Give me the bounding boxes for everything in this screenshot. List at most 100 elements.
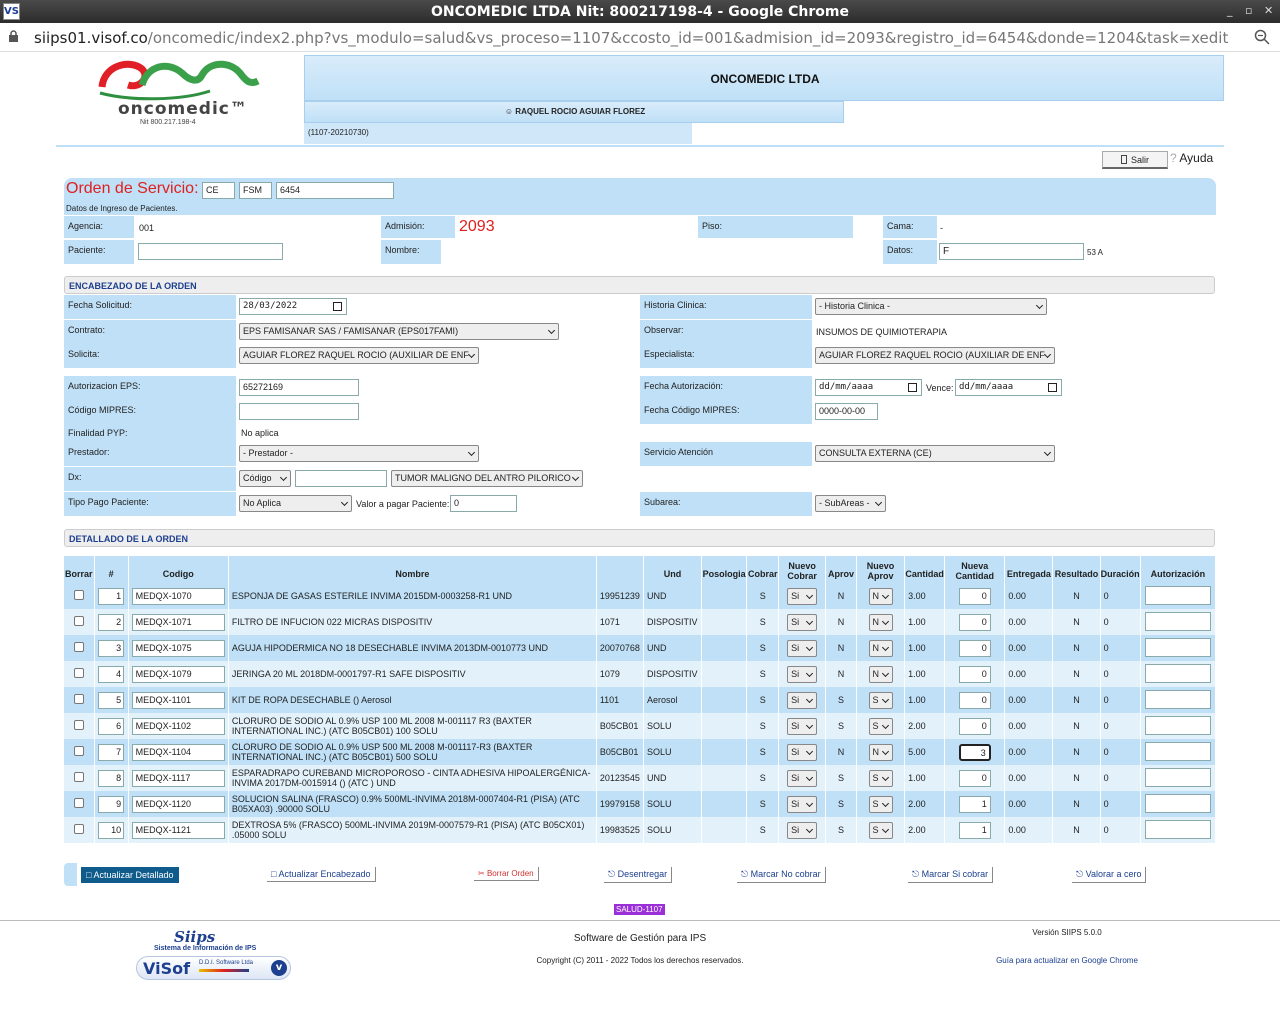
nuevo-aprov-select[interactable]: S [868,717,893,735]
nuevo-aprov-select[interactable]: N [868,613,893,631]
code-input[interactable]: MEDQX-1079 [131,665,225,683]
marcar-no-cobrar-button[interactable]: ⎋ Marcar No cobrar [737,867,826,883]
historia-select[interactable]: - Historia Clinica - [815,298,1047,315]
footer-guide-link[interactable]: Guía para actualizar en Google Chrome [996,956,1138,965]
prestador-select[interactable]: - Prestador - [239,445,479,462]
code-input[interactable]: MEDQX-1071 [131,613,225,631]
borrar-orden-button[interactable]: ✂ Borrar Orden [474,867,539,881]
nuevo-cobrar-select[interactable]: Si [787,691,818,709]
nuevo-cobrar-select[interactable]: Si [787,795,818,813]
valorar-cero-button[interactable]: ⎋ Valorar a cero [1072,867,1147,883]
row-number[interactable]: 10 [98,821,125,839]
nueva-cantidad-input[interactable]: 0 [958,769,991,787]
delete-checkbox[interactable] [73,694,84,704]
delete-checkbox[interactable] [73,642,84,652]
contrato-select[interactable]: EPS FAMISANAR SAS / FAMISANAR (EPS017FAM… [239,323,559,340]
fecha-mipres-input[interactable]: 0000-00-00 [815,403,878,420]
delete-checkbox[interactable] [73,590,84,600]
url-text[interactable]: siips01.visof.co/oncomedic/index2.php?vs… [34,29,1229,47]
nuevo-aprov-select[interactable]: N [868,587,893,605]
order-prefix-1[interactable]: CE [202,182,235,199]
nueva-cantidad-input[interactable]: 0 [958,613,991,631]
delete-checkbox[interactable] [73,772,84,782]
nuevo-aprov-select[interactable]: N [868,639,893,657]
actualizar-detallado-button[interactable]: □ Actualizar Detallado [81,867,179,883]
calendar-icon[interactable] [908,383,917,392]
row-number[interactable]: 4 [98,665,125,683]
autorizacion-input[interactable] [1144,741,1211,761]
address-bar[interactable]: siips01.visof.co/oncomedic/index2.php?vs… [0,23,1280,52]
delete-checkbox[interactable] [73,720,84,730]
order-prefix-2[interactable]: FSM [239,182,272,199]
close-button[interactable]: ✕ [1264,4,1274,17]
paciente-input[interactable] [138,243,283,260]
valor-input[interactable]: 0 [450,495,517,512]
code-input[interactable]: MEDQX-1101 [131,691,225,709]
code-input[interactable]: MEDQX-1120 [131,795,225,813]
autorizacion-input[interactable] [1144,793,1211,813]
solicita-select[interactable]: AGUIAR FLOREZ RAQUEL ROCIO (AUXILIAR DE … [239,347,479,364]
autorizacion-input[interactable] [1144,767,1211,787]
dx-desc-select[interactable]: TUMOR MALIGNO DEL ANTRO PILORICO [391,470,583,487]
calendar-icon[interactable] [1048,383,1057,392]
fecha-solicitud-input[interactable]: 28/03/2022 [239,298,347,315]
code-input[interactable]: MEDQX-1102 [131,717,225,735]
nueva-cantidad-input[interactable]: 0 [958,691,991,709]
nuevo-aprov-select[interactable]: S [868,795,893,813]
autorizacion-input[interactable] [1144,637,1211,657]
help-link[interactable]: ? Ayuda [1170,151,1213,165]
nuevo-cobrar-select[interactable]: Si [787,613,818,631]
delete-checkbox[interactable] [73,668,84,678]
autorizacion-input[interactable] [1144,715,1211,735]
row-number[interactable]: 2 [98,613,125,631]
code-input[interactable]: MEDQX-1104 [131,743,225,761]
nuevo-aprov-select[interactable]: S [868,691,893,709]
maximize-button[interactable]: ▫ [1245,4,1253,17]
minimize-button[interactable]: _ [1227,4,1233,17]
vence-input[interactable]: dd/mm/aaaa [955,379,1062,396]
delete-checkbox[interactable] [73,616,84,626]
zoom-icon[interactable] [1254,29,1270,45]
nueva-cantidad-input[interactable]: 0 [958,717,991,735]
autorizacion-input[interactable] [1144,819,1211,839]
row-number[interactable]: 3 [98,639,125,657]
logout-button[interactable]: Salir [1102,151,1168,169]
marcar-si-cobrar-button[interactable]: ⎋ Marcar Si cobrar [908,867,994,883]
calendar-icon[interactable] [333,302,342,311]
servicio-select[interactable]: CONSULTA EXTERNA (CE) [815,445,1055,462]
actualizar-encabezado-button[interactable]: □ Actualizar Encabezado [267,867,376,882]
nueva-cantidad-input[interactable]: 1 [958,795,991,813]
dx-text-input[interactable] [295,470,387,487]
row-number[interactable]: 9 [98,795,125,813]
row-number[interactable]: 7 [98,743,125,761]
nuevo-cobrar-select[interactable]: Si [787,743,818,761]
nueva-cantidad-input[interactable]: 3 [958,743,991,761]
row-number[interactable]: 5 [98,691,125,709]
nuevo-cobrar-select[interactable]: Si [787,769,818,787]
autorizacion-input[interactable]: 65272169 [239,379,359,396]
especialista-select[interactable]: AGUIAR FLOREZ RAQUEL ROCIO (AUXILIAR DE … [815,347,1055,364]
nuevo-cobrar-select[interactable]: Si [787,639,818,657]
nuevo-aprov-select[interactable]: N [868,743,893,761]
code-input[interactable]: MEDQX-1117 [131,769,225,787]
datos-input[interactable]: F [939,243,1084,260]
nuevo-cobrar-select[interactable]: Si [787,587,818,605]
autorizacion-input[interactable] [1144,611,1211,631]
row-number[interactable]: 8 [98,769,125,787]
delete-checkbox[interactable] [73,798,84,808]
nuevo-aprov-select[interactable]: S [868,769,893,787]
mipres-input[interactable] [239,403,359,420]
nueva-cantidad-input[interactable]: 0 [958,639,991,657]
subarea-select[interactable]: - SubAreas - [815,495,886,512]
nueva-cantidad-input[interactable]: 0 [958,665,991,683]
delete-checkbox[interactable] [73,824,84,834]
code-input[interactable]: MEDQX-1075 [131,639,225,657]
nuevo-aprov-select[interactable]: S [868,821,893,839]
autorizacion-input[interactable] [1144,585,1211,605]
nuevo-cobrar-select[interactable]: Si [787,717,818,735]
dx-code-select[interactable]: Código [239,470,291,487]
code-input[interactable]: MEDQX-1121 [131,821,225,839]
fecha-aut-input[interactable]: dd/mm/aaaa [815,379,922,396]
delete-checkbox[interactable] [73,746,84,756]
autorizacion-input[interactable] [1144,689,1211,709]
